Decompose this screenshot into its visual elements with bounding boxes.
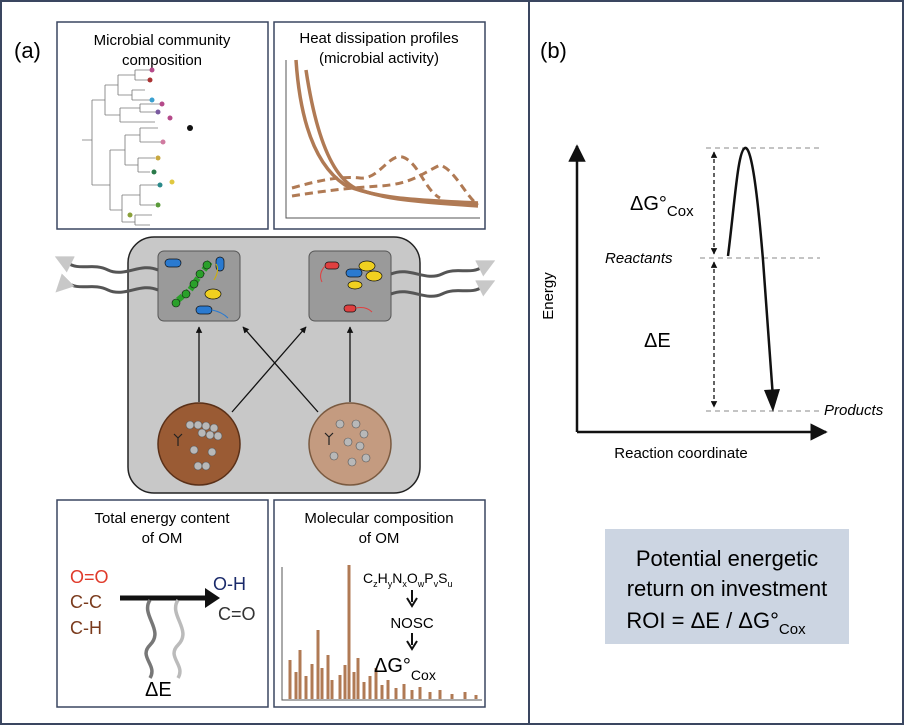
roi-box: Potential energetic return on investment… — [605, 529, 849, 644]
reaction-curve — [726, 146, 775, 399]
reaction-curve-arrowhead — [764, 389, 780, 412]
roi-background — [605, 529, 849, 644]
panel-a-label: (a) — [14, 38, 41, 63]
panel-b-label: (b) — [540, 38, 567, 63]
heat-plot-axes — [285, 60, 480, 219]
roi-line2: return on investment — [627, 576, 828, 601]
heat-curve-2 — [304, 69, 479, 208]
tree-tip-dots — [127, 67, 193, 218]
y-axis-label: Energy — [540, 272, 557, 320]
energy-release-wave-2 — [172, 599, 185, 679]
heat-curve-dashed-2 — [291, 163, 479, 207]
soil-sample-light — [308, 402, 392, 486]
molecular-formula: CzHyNxOwPvSu — [363, 570, 452, 589]
down-arrow-1 — [406, 590, 418, 608]
bond-co: C=O — [218, 604, 256, 624]
phylogenetic-tree-icon — [82, 69, 162, 226]
heat-title-line1: Heat dissipation profiles — [299, 30, 458, 47]
reactants-label: Reactants — [605, 250, 673, 267]
heat-title-line2: (microbial activity) — [319, 50, 439, 67]
arrow-cross-2 — [242, 326, 319, 413]
soil-sample-dark — [157, 402, 241, 486]
energy-arrow-head — [205, 588, 220, 608]
roi-line3: ROI = ΔE / ΔG°Cox — [626, 608, 806, 638]
energy-delta-e: ΔE — [145, 679, 172, 701]
community-title-line2: composition — [122, 52, 202, 69]
molecular-dg: ΔG°Cox — [374, 655, 436, 683]
mass-spec-axes — [281, 567, 482, 701]
bond-oo: O=O — [70, 567, 109, 587]
molecular-composition-box: Molecular composition of OM CzHyNxOwPvSu… — [273, 499, 486, 708]
energy-title-line1: Total energy content — [94, 510, 230, 527]
molecular-title-line2: of OM — [359, 530, 400, 547]
community-composition-box: Microbial community composition — [56, 21, 269, 230]
microbes-right — [320, 260, 383, 313]
bond-cc: C-C — [70, 592, 102, 612]
heat-waves-left — [54, 256, 159, 294]
arrow-cross-1 — [231, 326, 307, 413]
community-title-line1: Microbial community — [94, 32, 231, 49]
dg-cox-label: ΔG°Cox — [630, 193, 694, 220]
nosc-label: NOSC — [390, 615, 434, 632]
mass-spectrum-peaks — [288, 565, 478, 699]
energy-diagram: Energy Reaction coordinate ΔG°Cox Reacta… — [540, 144, 884, 462]
energy-content-box: Total energy content of OM O=O C-C C-H O… — [56, 499, 269, 708]
down-arrow-2 — [406, 633, 418, 651]
community-interaction-box — [54, 236, 496, 494]
products-label: Products — [824, 402, 884, 419]
energy-title-line2: of OM — [142, 530, 183, 547]
bond-oh: O-H — [213, 574, 246, 594]
energy-release-wave-1 — [144, 599, 157, 679]
roi-line1: Potential energetic — [636, 546, 818, 571]
delta-e-label: ΔE — [644, 330, 671, 352]
molecular-title-line1: Molecular composition — [304, 510, 453, 527]
microbes-left — [164, 256, 229, 319]
x-axis-label: Reaction coordinate — [614, 445, 747, 462]
bond-ch: C-H — [70, 618, 102, 638]
heat-dissipation-box: Heat dissipation profiles (microbial act… — [273, 21, 486, 230]
heat-waves-right — [390, 260, 496, 298]
